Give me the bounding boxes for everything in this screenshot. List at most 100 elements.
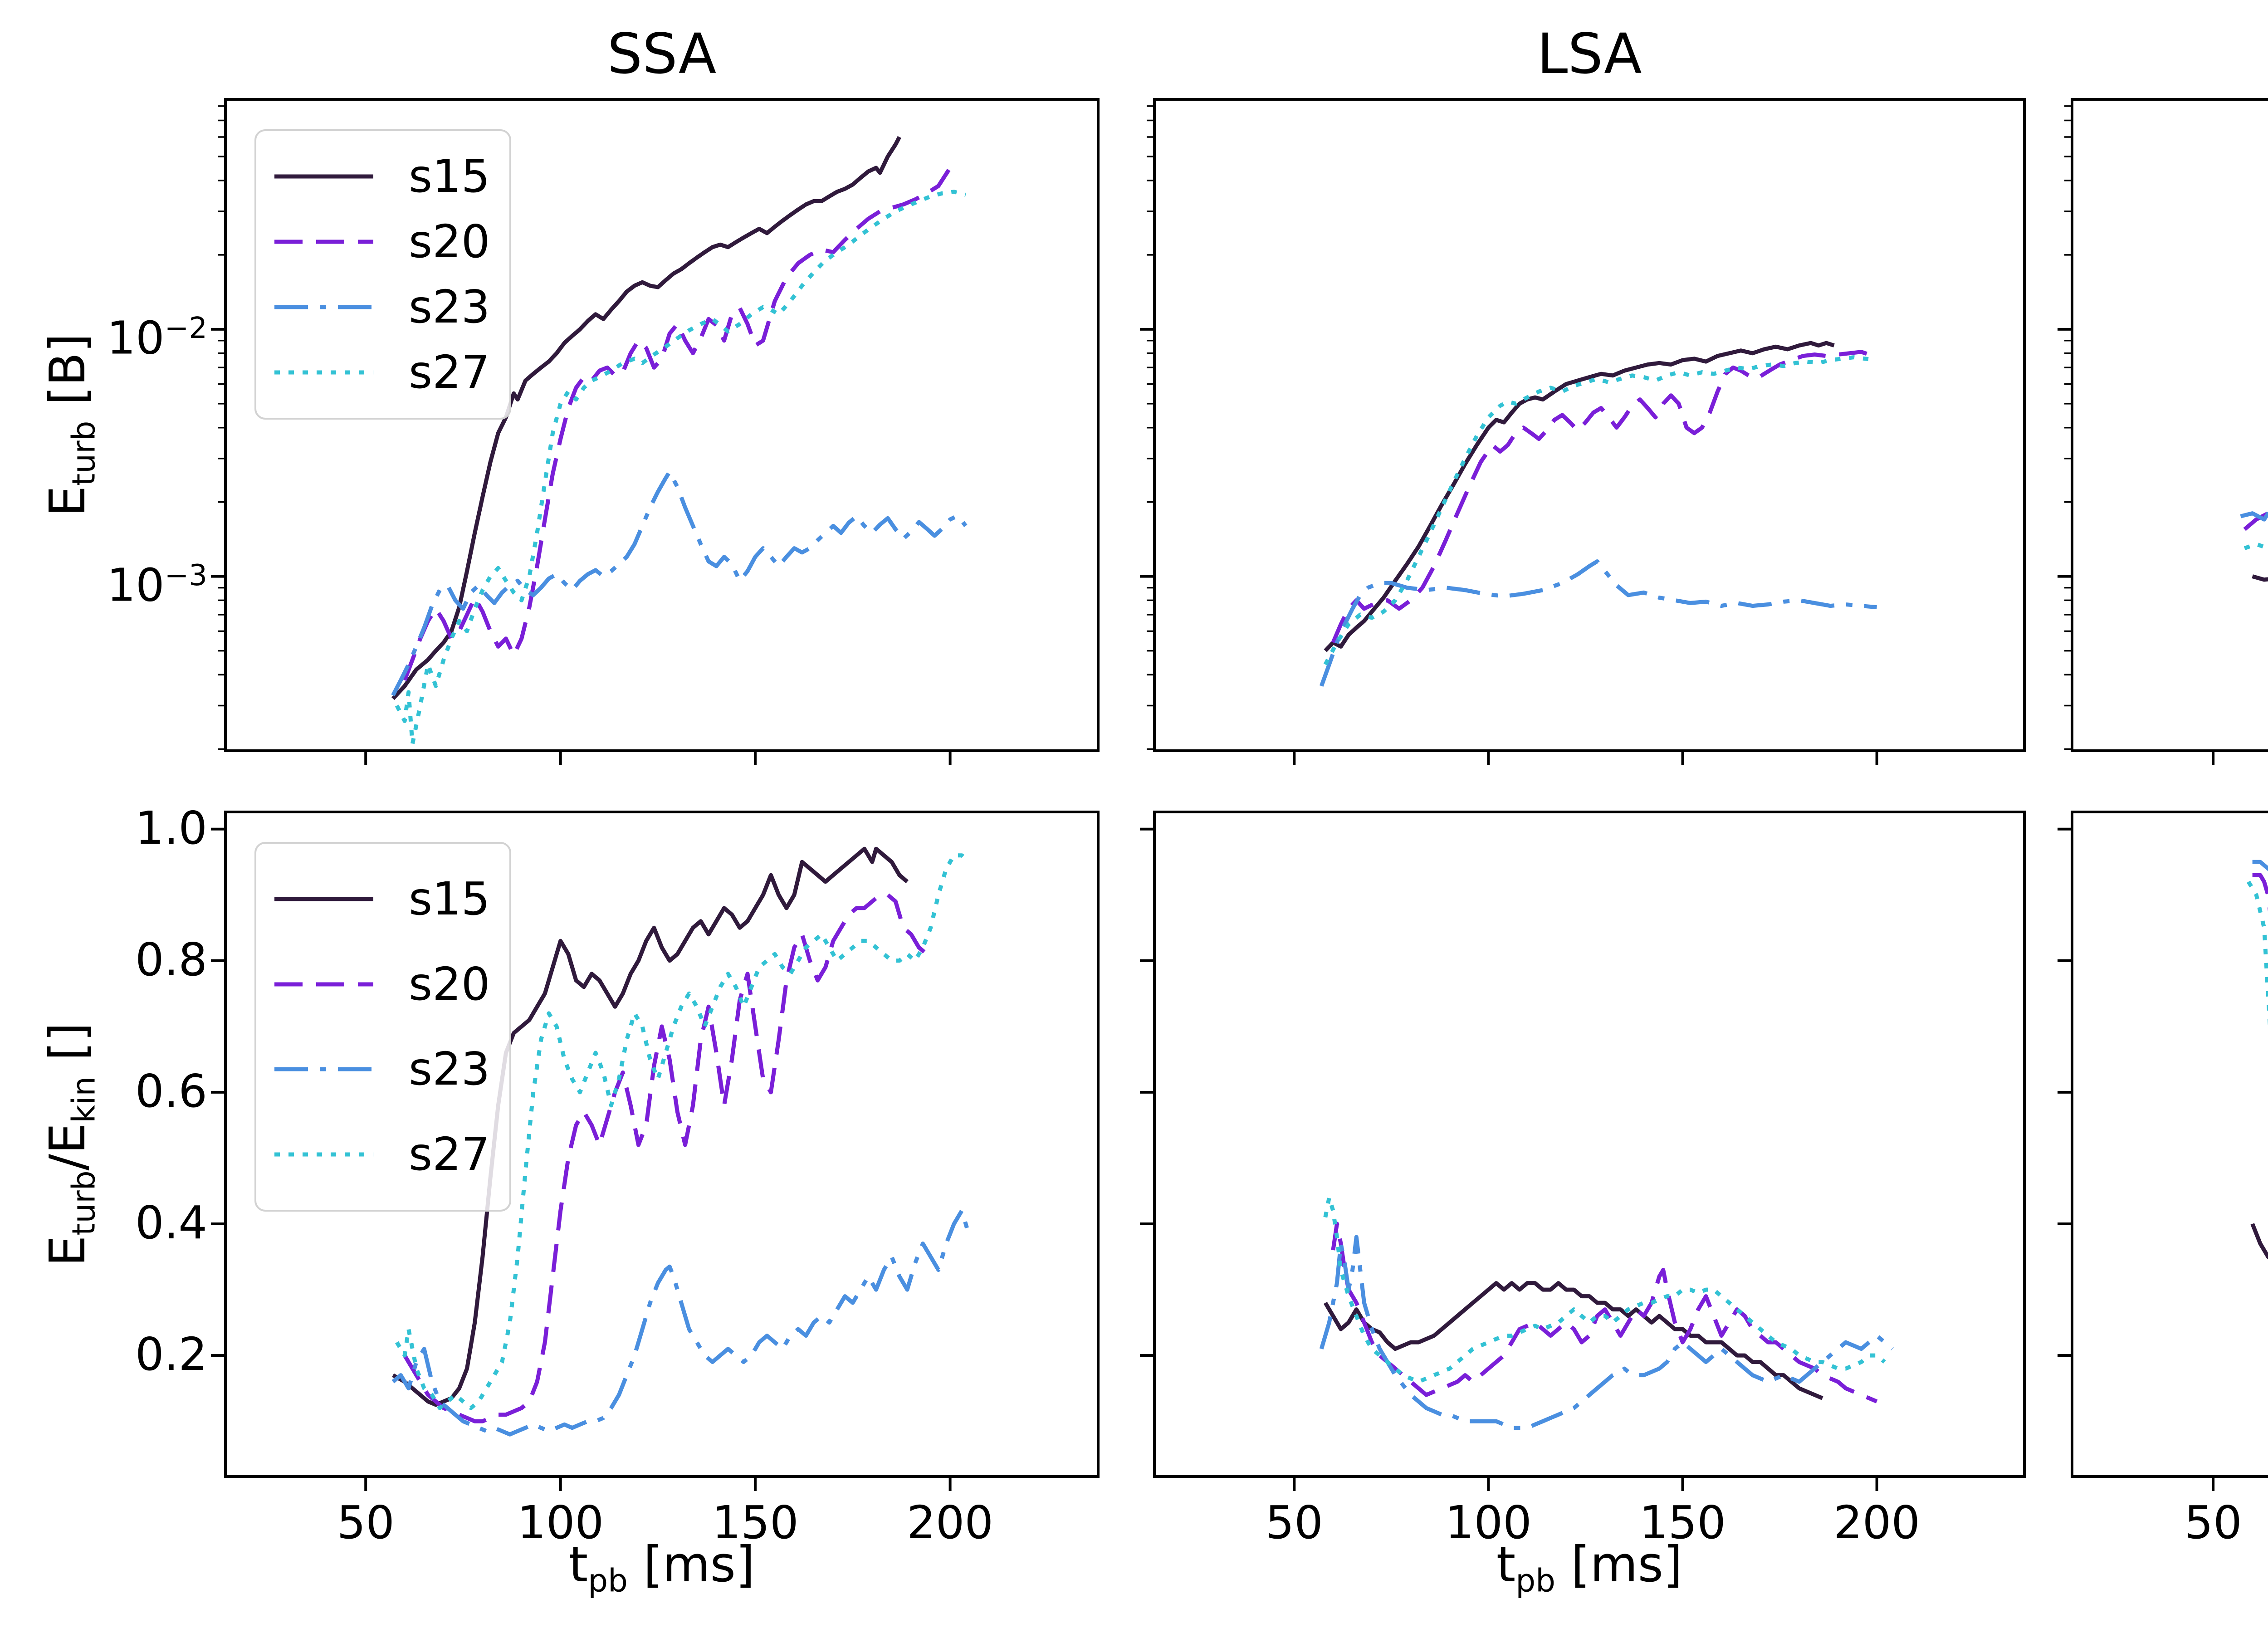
series-s23-line (391, 1208, 972, 1437)
y-tick-label: 10−2 (12, 301, 207, 365)
x-axis-label-lsa: tpb [ms] (1154, 1533, 2024, 1599)
tick-base: 10 (107, 311, 165, 365)
series-s15-line (2250, 1223, 2268, 1260)
panel-ssa-ratio (211, 811, 1100, 1491)
legend-item-s20: s20 (274, 217, 491, 267)
y-tick-label: 0.6 (135, 1064, 207, 1118)
legend-label-s27: s27 (409, 346, 490, 399)
legend-line-sample-s15 (274, 174, 373, 179)
label-segment: /E (39, 1123, 96, 1170)
series-s23-line (391, 469, 968, 696)
legend-item-s15: s15 (274, 152, 491, 201)
series-s23-line (1319, 1235, 1894, 1430)
column-title-lsa: LSA (1537, 22, 1642, 86)
series-s20-line (1331, 350, 1874, 644)
x-tick-label: 50 (337, 1496, 395, 1549)
series-s15-line (392, 846, 909, 1407)
legend-line-sample-s23 (274, 1067, 373, 1071)
series-s20-line (1331, 1222, 1878, 1403)
label-segment: t (1496, 1536, 1516, 1593)
x-tick-label: 50 (2184, 1496, 2242, 1549)
x-tick-label: 100 (517, 1496, 604, 1549)
plot-area-spectral-ratio (2058, 811, 2268, 1491)
legend-label-s20: s20 (409, 215, 490, 268)
plot-area-lsa-ratio (1140, 811, 2026, 1491)
x-tick-label: 200 (1833, 1496, 1921, 1549)
series-s15-line (1323, 1281, 1823, 1400)
series-s27-line (2244, 542, 2268, 551)
label-segment: [ms] (1555, 1536, 1683, 1593)
series-s15-line (391, 136, 901, 700)
series-s20-line (2252, 873, 2268, 912)
panel-ssa-eturb (211, 98, 1100, 765)
series-s15-line (2252, 574, 2268, 582)
legend-label-s15: s15 (409, 150, 490, 203)
series-s27-line (1323, 1195, 1886, 1384)
x-tick-label: 150 (712, 1496, 799, 1549)
series-s27-line (395, 853, 971, 1410)
plot-area-lsa-eturb (1140, 98, 2026, 765)
legend-label-s27: s27 (409, 1128, 490, 1181)
tick-exponent: −3 (164, 558, 207, 592)
y-tick-label: 0.4 (135, 1196, 207, 1249)
series-s27-line (2247, 880, 2268, 1027)
y-axis-label-eturb: Eturb [B] (39, 108, 103, 743)
plot-area-ssa-eturb (211, 98, 1100, 765)
x-tick-label: 100 (1445, 1496, 1532, 1549)
legend-item-s20: s20 (274, 959, 491, 1009)
tick-base: 10 (107, 558, 165, 611)
label-segment: E (39, 485, 96, 517)
legend-item-s27: s27 (274, 347, 491, 397)
axes-spines (1153, 811, 2026, 1478)
x-tick-label: 200 (907, 1496, 994, 1549)
y-tick-label: 1.0 (135, 801, 207, 855)
series-s20-line (403, 893, 936, 1423)
label-segment: [ms] (628, 1536, 755, 1593)
y-tick-label: 0.2 (135, 1328, 207, 1381)
panel-spectral-eturb (2058, 98, 2268, 765)
axes-spines (224, 98, 1100, 752)
x-axis-label-ssa: tpb [ms] (225, 1533, 1098, 1599)
series-s20-line (402, 166, 952, 681)
label-segment: t (568, 1536, 588, 1593)
plot-area-ssa-ratio (211, 811, 1100, 1491)
legend-item-s15: s15 (274, 874, 491, 924)
legend-line-sample-s27 (274, 1152, 373, 1157)
label-segment: pb (1515, 1563, 1556, 1599)
y-tick-label: 10−3 (12, 548, 207, 612)
axes-spines (2071, 811, 2268, 1478)
label-segment: pb (588, 1563, 628, 1599)
axes-spines (2071, 98, 2268, 752)
legend-label-s23: s23 (409, 280, 490, 333)
legend-label-s23: s23 (409, 1042, 490, 1096)
panel-lsa-eturb (1140, 98, 2026, 765)
axes-spines (224, 811, 1100, 1478)
legend-label-s20: s20 (409, 957, 490, 1011)
legend-box: s15 s20 s23 s27 (254, 129, 511, 420)
series-s23-line (2240, 509, 2268, 522)
column-title-ssa: SSA (607, 22, 717, 86)
x-tick-label: 150 (1639, 1496, 1726, 1549)
legend-label-s15: s15 (409, 872, 490, 925)
legend-line-sample-s23 (274, 305, 373, 309)
legend-line-sample-s27 (274, 370, 373, 375)
panel-lsa-ratio (1140, 811, 2026, 1491)
legend-item-s27: s27 (274, 1129, 491, 1179)
series-s15-line (1324, 341, 1835, 652)
series-s23-line (1319, 559, 1877, 687)
axes-spines (1153, 98, 2026, 752)
legend-box: s15 s20 s23 s27 (254, 842, 511, 1212)
label-segment: turb (66, 420, 103, 486)
legend-item-s23: s23 (274, 1044, 491, 1094)
legend-line-sample-s15 (274, 897, 373, 901)
legend-line-sample-s20 (274, 240, 373, 244)
plot-area-spectral-eturb (2058, 98, 2268, 765)
series-s27-line (395, 190, 967, 746)
panel-spectral-ratio (2058, 811, 2268, 1491)
x-tick-label: 50 (1265, 1496, 1323, 1549)
tick-exponent: −2 (164, 311, 207, 345)
series-s27-line (1323, 355, 1877, 666)
legend-line-sample-s20 (274, 982, 373, 987)
legend-item-s23: s23 (274, 282, 491, 332)
